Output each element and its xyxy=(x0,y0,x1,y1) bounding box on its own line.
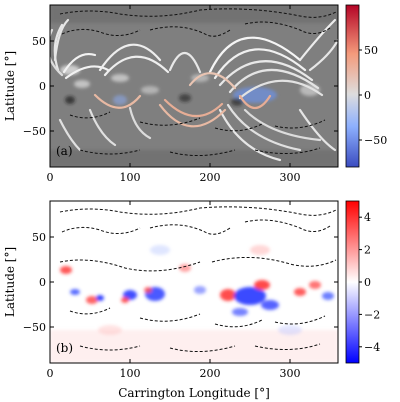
panel-b-cbar-tick-label-2: 0 xyxy=(364,276,371,289)
panel-a-tag: (a) xyxy=(56,144,73,158)
panel-b-ticks: 0 100 200 300 −50 0 50 xyxy=(23,201,338,380)
panel-b-xtick-label-3: 300 xyxy=(280,367,301,380)
panel-a-xtick-label-3: 300 xyxy=(280,171,301,184)
panel-b-xtick-label-0: 0 xyxy=(47,367,54,380)
panel-b-colorbar xyxy=(345,200,360,364)
panel-a-xtick-label-0: 0 xyxy=(47,171,54,184)
panel-b-xtick-label-2: 200 xyxy=(200,367,221,380)
panel-a-colorbar-ticks: −50 0 50 xyxy=(359,44,387,147)
panel-a-ytick-label-1: 0 xyxy=(39,80,46,93)
panel-b-tag: (b) xyxy=(56,341,73,355)
panel-a-ytick-label-0: −50 xyxy=(23,125,46,138)
panel-a-magnetogram-patches xyxy=(50,5,338,167)
panel-b: (b) 0 100 200 300 −50 0 50 −4 −2 0 2 4 Latitude [°… xyxy=(3,200,380,400)
panel-b-current-patches xyxy=(50,245,338,363)
panel-a-xtick-label-1: 100 xyxy=(120,171,141,184)
panel-a-cbar-tick-label-2: 50 xyxy=(364,44,378,57)
panel-b-xlabel: Carrington Longitude [°] xyxy=(118,386,270,400)
panel-b-ytick-label-2: 50 xyxy=(32,231,46,244)
panel-b-cbar-tick-label-0: −4 xyxy=(364,341,380,354)
panel-b-ylabel: Latitude [°] xyxy=(3,247,17,317)
panel-a-colorbar xyxy=(345,4,360,168)
panel-a-xtick-label-2: 200 xyxy=(200,171,221,184)
panel-b-ytick-label-0: −50 xyxy=(23,321,46,334)
panel-b-contours xyxy=(59,206,337,353)
panel-a: (a) 0 100 200 300 −50 0 50 −50 0 50 Latitude [°] xyxy=(3,4,387,184)
panel-b-image xyxy=(50,206,338,363)
panel-b-colorbar-ticks: −4 −2 0 2 4 xyxy=(359,211,380,354)
panel-a-cbar-tick-label-1: 0 xyxy=(364,89,371,102)
panel-a-ytick-label-2: 50 xyxy=(32,35,46,48)
panel-a-ticks: 0 100 200 300 −50 0 50 xyxy=(23,5,338,184)
panel-a-ylabel: Latitude [°] xyxy=(3,51,17,121)
panel-a-contours xyxy=(59,8,337,157)
panel-a-cbar-tick-label-0: −50 xyxy=(364,134,387,147)
panel-b-ytick-label-1: 0 xyxy=(39,276,46,289)
panel-a-field-lines xyxy=(50,18,338,162)
panel-a-plot-area xyxy=(50,5,338,167)
panel-b-cbar-tick-label-1: −2 xyxy=(364,308,380,321)
panel-b-cbar-tick-label-4: 4 xyxy=(364,211,371,224)
panel-a-image xyxy=(50,5,338,167)
panel-b-xtick-label-1: 100 xyxy=(120,367,141,380)
panel-b-cbar-tick-label-3: 2 xyxy=(364,244,371,257)
